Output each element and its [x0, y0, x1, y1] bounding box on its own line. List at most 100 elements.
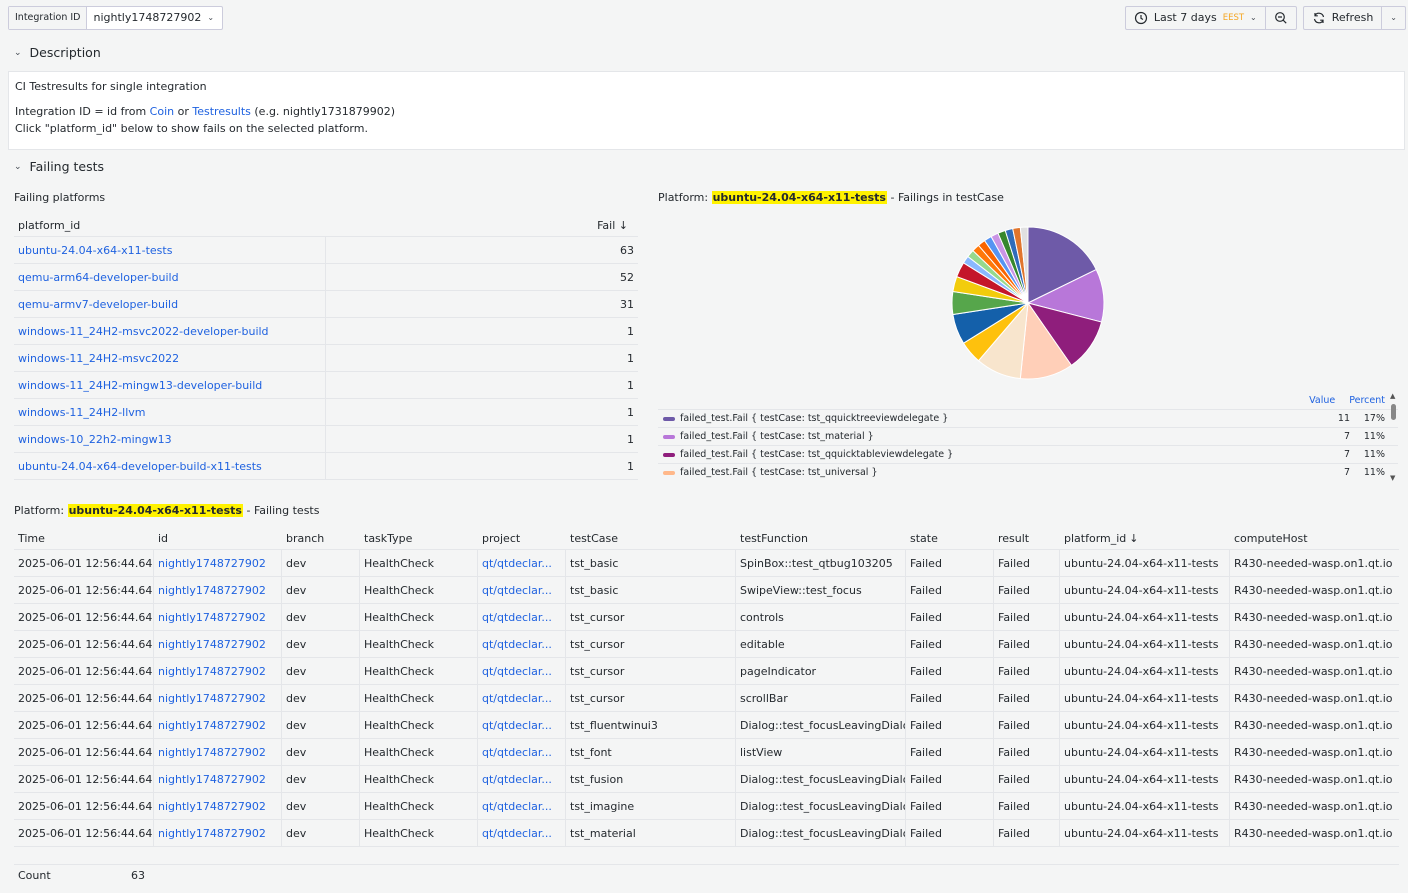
- legend-item[interactable]: failed_test.Fail { testCase: tst_univers…: [658, 463, 1398, 481]
- cell-link[interactable]: qt/qtdeclar...: [482, 691, 552, 705]
- cell-link[interactable]: qt/qtdeclar...: [482, 718, 552, 732]
- platform-link[interactable]: windows-11_24H2-mingw13-developer-build: [18, 378, 263, 392]
- legend-item[interactable]: failed_test.Fail { testCase: tst_materia…: [658, 427, 1398, 445]
- platform-link[interactable]: qemu-armv7-developer-build: [18, 297, 179, 311]
- cell-link[interactable]: qt/qtdeclar...: [482, 745, 552, 759]
- pie-slice[interactable]: [1027, 226, 1097, 304]
- platform-link[interactable]: ubuntu-24.04-x64-x11-tests: [18, 243, 173, 257]
- cell-link[interactable]: nightly1748727902: [158, 664, 266, 678]
- column-header-result[interactable]: result: [994, 527, 1060, 549]
- cell-link[interactable]: nightly1748727902: [158, 637, 266, 651]
- cell-text: HealthCheck: [364, 664, 434, 678]
- cell-link[interactable]: qt/qtdeclar...: [482, 556, 552, 570]
- cell-link[interactable]: nightly1748727902: [158, 799, 266, 813]
- cell-link[interactable]: nightly1748727902: [158, 556, 266, 570]
- platform-link[interactable]: ubuntu-24.04-x64-developer-build-x11-tes…: [18, 459, 262, 473]
- cell-project[interactable]: qt/qtdeclar...: [478, 793, 566, 819]
- cell-link[interactable]: nightly1748727902: [158, 610, 266, 624]
- column-header-project[interactable]: project: [478, 527, 566, 549]
- cell-project[interactable]: qt/qtdeclar...: [478, 685, 566, 711]
- cell-link[interactable]: qt/qtdeclar...: [482, 772, 552, 786]
- timezone-badge: EEST: [1222, 13, 1245, 23]
- cell-link[interactable]: qt/qtdeclar...: [482, 826, 552, 840]
- column-header-testfunction[interactable]: testFunction: [736, 527, 906, 549]
- column-header-id[interactable]: id: [154, 527, 282, 549]
- row-failing-tests-toggle[interactable]: ⌄ Failing tests: [14, 159, 104, 174]
- column-header-computehost[interactable]: computeHost: [1230, 527, 1399, 549]
- testcase-pie-chart[interactable]: [940, 215, 1116, 391]
- legend-scrollbar[interactable]: ▲ ▼: [1390, 392, 1398, 482]
- column-header-state[interactable]: state: [906, 527, 994, 549]
- cell-id[interactable]: nightly1748727902: [154, 820, 282, 846]
- cell-project[interactable]: qt/qtdeclar...: [478, 577, 566, 603]
- pie-slice[interactable]: [1019, 226, 1029, 304]
- column-header-platform_id[interactable]: platform_id ↓: [1060, 527, 1230, 549]
- cell-state: Failed: [906, 820, 994, 846]
- table-row: ubuntu-24.04-x64-developer-build-x11-tes…: [14, 453, 638, 480]
- table-row: 2025-06-01 12:56:44.642 nightly1748727902…: [14, 712, 1399, 739]
- cell-id[interactable]: nightly1748727902: [154, 631, 282, 657]
- cell-id[interactable]: nightly1748727902: [154, 685, 282, 711]
- platform-link[interactable]: qemu-arm64-developer-build: [18, 270, 179, 284]
- cell-link[interactable]: nightly1748727902: [158, 745, 266, 759]
- cell-project[interactable]: qt/qtdeclar...: [478, 604, 566, 630]
- cell-text: 2025-06-01 12:56:44.642: [18, 772, 154, 786]
- cell-id[interactable]: nightly1748727902: [154, 577, 282, 603]
- cell-project[interactable]: qt/qtdeclar...: [478, 550, 566, 576]
- cell-project[interactable]: qt/qtdeclar...: [478, 739, 566, 765]
- refresh-button[interactable]: Refresh: [1304, 7, 1383, 29]
- table-row: windows-11_24H2-msvc2022 1: [14, 345, 638, 372]
- column-header-fail[interactable]: Fail ↓: [326, 219, 638, 232]
- row-description-toggle[interactable]: ⌄ Description: [14, 45, 101, 60]
- zoom-out-button[interactable]: [1266, 7, 1296, 29]
- cell-id[interactable]: nightly1748727902: [154, 739, 282, 765]
- scroll-thumb[interactable]: [1391, 404, 1396, 420]
- column-header-branch[interactable]: branch: [282, 527, 360, 549]
- cell-testcase: tst_fluentwinui3: [566, 712, 736, 738]
- refresh-interval-dropdown[interactable]: ⌄: [1382, 7, 1405, 29]
- cell-id[interactable]: nightly1748727902: [154, 766, 282, 792]
- platform-link[interactable]: windows-11_24H2-msvc2022-developer-build: [18, 324, 269, 338]
- cell-link[interactable]: nightly1748727902: [158, 718, 266, 732]
- cell-text: R430-needed-wasp.on1.qt.io: [1234, 826, 1393, 840]
- column-header-platform[interactable]: platform_id: [18, 218, 81, 232]
- cell-project[interactable]: qt/qtdeclar...: [478, 820, 566, 846]
- platform-link[interactable]: windows-11_24H2-llvm: [18, 405, 146, 419]
- cell-id[interactable]: nightly1748727902: [154, 793, 282, 819]
- legend-item[interactable]: failed_test.Fail { testCase: tst_qquickt…: [658, 445, 1398, 463]
- cell-link[interactable]: nightly1748727902: [158, 772, 266, 786]
- cell-id[interactable]: nightly1748727902: [154, 712, 282, 738]
- cell-link[interactable]: nightly1748727902: [158, 826, 266, 840]
- legend-item[interactable]: failed_test.Fail { testCase: tst_qquickt…: [658, 409, 1398, 427]
- cell-link[interactable]: nightly1748727902: [158, 583, 266, 597]
- legend-header-value[interactable]: Value: [1309, 395, 1336, 406]
- cell-id[interactable]: nightly1748727902: [154, 658, 282, 684]
- fail-count: 1: [627, 432, 634, 446]
- row-title: Failing tests: [29, 159, 105, 174]
- platform-cell: windows-10_22h2-mingw13: [14, 426, 326, 452]
- cell-project[interactable]: qt/qtdeclar...: [478, 766, 566, 792]
- cell-link[interactable]: qt/qtdeclar...: [482, 637, 552, 651]
- platform-link[interactable]: windows-11_24H2-msvc2022: [18, 351, 180, 365]
- column-header-time[interactable]: Time: [14, 527, 154, 549]
- cell-link[interactable]: nightly1748727902: [158, 691, 266, 705]
- cell-link[interactable]: qt/qtdeclar...: [482, 583, 552, 597]
- cell-id[interactable]: nightly1748727902: [154, 604, 282, 630]
- cell-link[interactable]: qt/qtdeclar...: [482, 610, 552, 624]
- cell-project[interactable]: qt/qtdeclar...: [478, 631, 566, 657]
- platform-link[interactable]: windows-10_22h2-mingw13: [18, 432, 172, 446]
- cell-project[interactable]: qt/qtdeclar...: [478, 658, 566, 684]
- column-header-testcase[interactable]: testCase: [566, 527, 736, 549]
- cell-project[interactable]: qt/qtdeclar...: [478, 712, 566, 738]
- time-range-picker[interactable]: Last 7 days EEST ⌄: [1126, 7, 1266, 29]
- text: (e.g. nightly1731879902): [250, 105, 396, 118]
- row-title: Description: [29, 45, 101, 60]
- testresults-link[interactable]: Testresults: [192, 105, 251, 118]
- cell-id[interactable]: nightly1748727902: [154, 550, 282, 576]
- integration-id-select[interactable]: nightly1748727902 ⌄: [87, 7, 222, 29]
- legend-header-percent[interactable]: Percent: [1349, 395, 1385, 406]
- cell-link[interactable]: qt/qtdeclar...: [482, 664, 552, 678]
- coin-link[interactable]: Coin: [149, 105, 175, 118]
- column-header-tasktype[interactable]: taskType: [360, 527, 478, 549]
- cell-link[interactable]: qt/qtdeclar...: [482, 799, 552, 813]
